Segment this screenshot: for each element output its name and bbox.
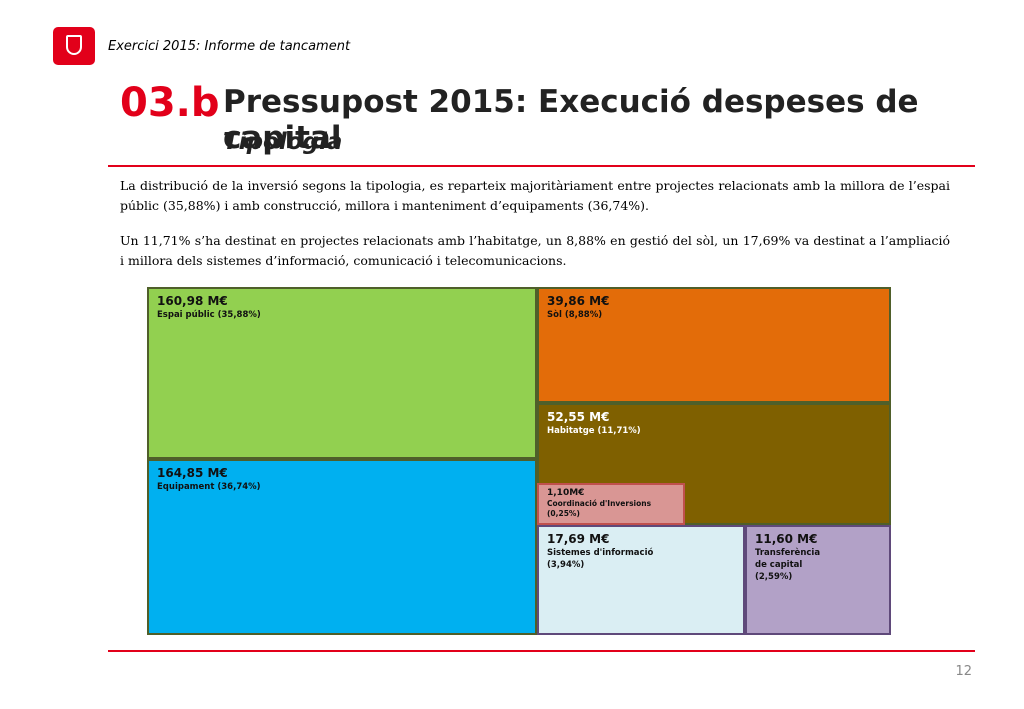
box-label: (2,59%): [755, 572, 793, 582]
box-amount: 39,86 M€: [547, 294, 610, 308]
box-label: Espai públic (35,88%): [157, 310, 261, 320]
subtitle: Tipologia: [223, 129, 343, 155]
box-label: Coordinació d'Inversions: [547, 499, 652, 508]
box-amount: 160,98 M€: [157, 294, 228, 308]
box-amount: 164,85 M€: [157, 466, 228, 480]
treemap-box: 52,55 M€ Habitatge (11,71%): [537, 403, 891, 525]
treemap-box: 39,86 M€ Sòl (8,88%): [537, 287, 891, 403]
treemap-box: 160,98 M€ Espai públic (35,88%): [147, 287, 537, 459]
box-amount: 1,10M€: [547, 488, 585, 498]
treemap-box: 164,85 M€ Equipament (36,74%): [147, 459, 537, 635]
box-amount: 11,60 M€: [755, 532, 818, 546]
box-label: Sòl (8,88%): [547, 310, 603, 320]
box-label: Transferència: [755, 548, 821, 558]
treemap-box: 1,10M€ Coordinació d'Inversions (0,25%): [537, 483, 685, 525]
section-number: 03.b: [120, 80, 220, 126]
box-label: Habitatge (11,71%): [547, 426, 641, 436]
rule: [108, 165, 975, 167]
treemap-box: 17,69 M€ Sistemes d'informació (3,94%): [537, 525, 745, 635]
box-amount: 52,55 M€: [547, 410, 610, 424]
rule: [108, 650, 975, 652]
report-name: Exercici 2015: Informe de tancament: [108, 39, 351, 54]
logo: [53, 27, 95, 65]
box-label: de capital: [755, 560, 803, 570]
treemap-box: 11,60 M€ Transferència de capital (2,59%): [745, 525, 891, 635]
title: Pressupost 2015: Execució despeses de ca…: [223, 84, 919, 156]
paragraph: La distribució de la inversió segons la …: [120, 178, 950, 213]
box-label: (3,94%): [547, 560, 585, 570]
page-number: 12: [955, 664, 972, 679]
paragraph: Un 11,71% s’ha destinat en projectes rel…: [120, 233, 950, 268]
box-label: (0,25%): [547, 509, 580, 518]
box-label: Equipament (36,74%): [157, 482, 261, 492]
box-label: Sistemes d'informació: [547, 548, 654, 558]
box-amount: 17,69 M€: [547, 532, 610, 546]
